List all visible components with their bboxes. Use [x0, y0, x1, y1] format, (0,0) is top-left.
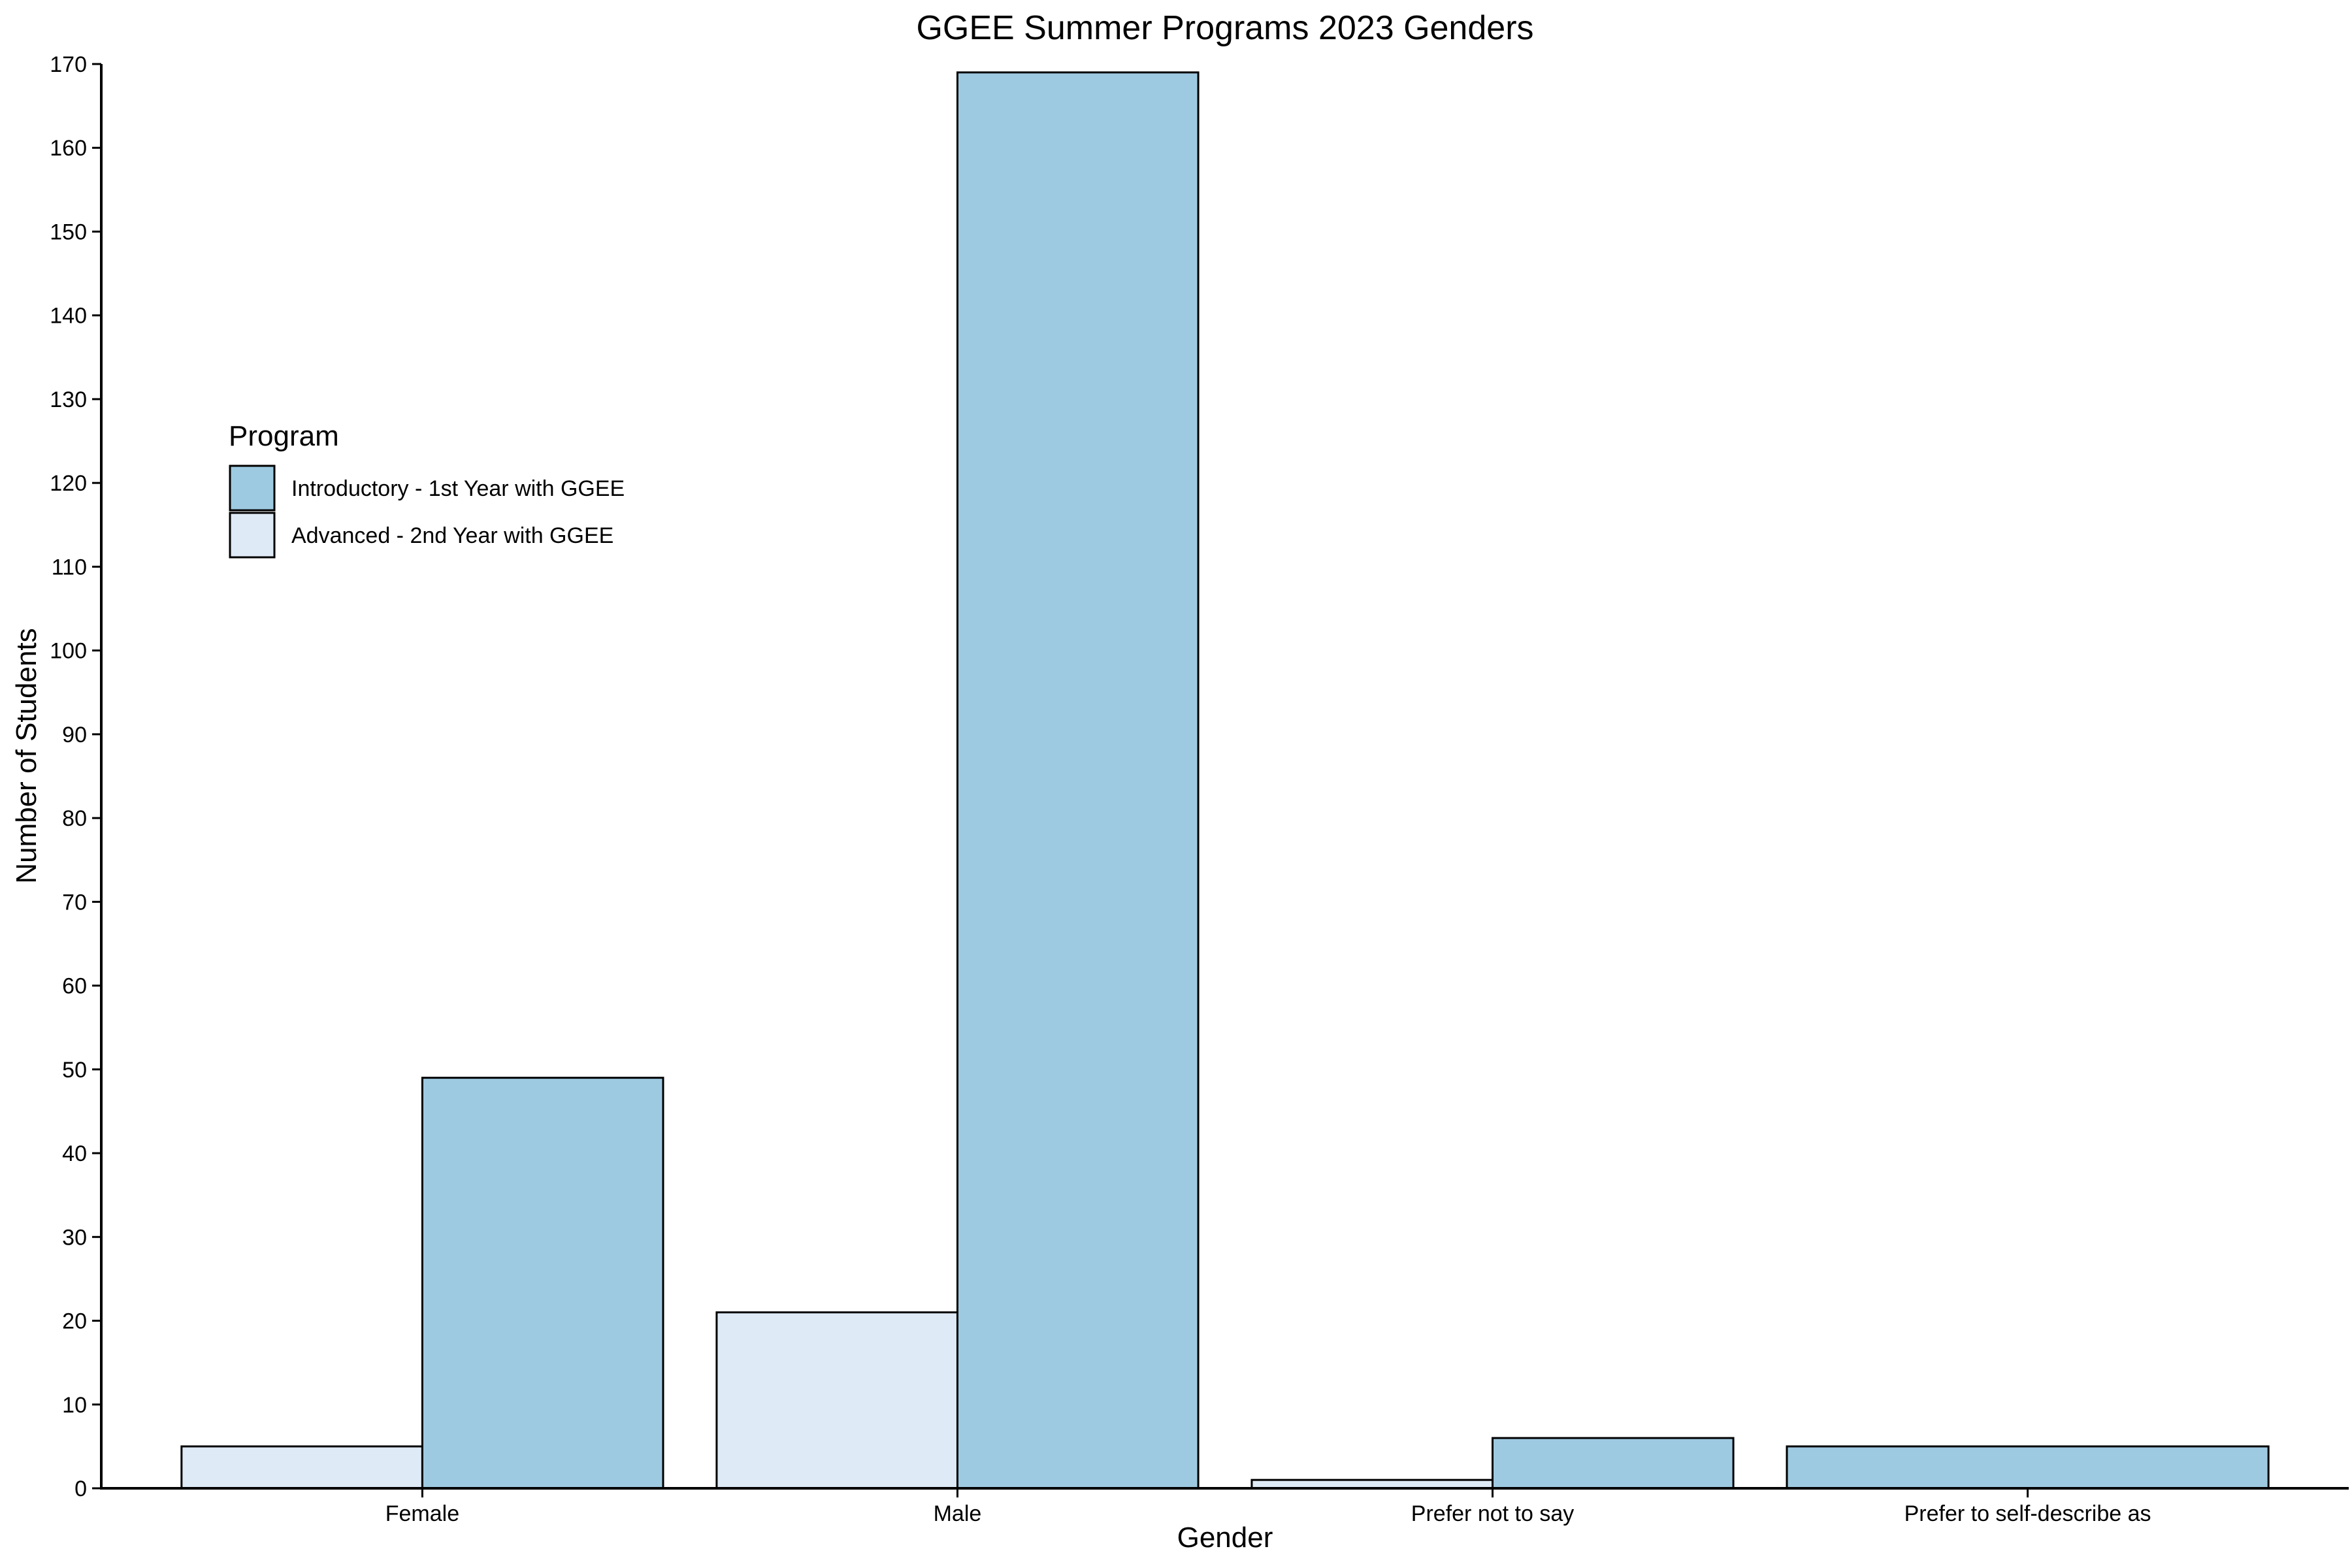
y-tick-label: 80	[62, 806, 87, 831]
legend-title: Program	[229, 420, 339, 452]
legend: Program Introductory - 1st Year with GGE…	[229, 420, 625, 559]
y-tick-label: 140	[50, 304, 87, 329]
y-tick-label: 100	[50, 639, 87, 664]
y-tick-label: 30	[62, 1225, 87, 1250]
legend-swatch	[229, 465, 276, 512]
legend-items: Introductory - 1st Year with GGEE Advance…	[229, 465, 625, 559]
x-tick-label: Prefer not to say	[1411, 1501, 1574, 1526]
y-tick-label: 40	[62, 1141, 87, 1166]
y-tick-label: 10	[62, 1393, 87, 1418]
bars-layer	[180, 71, 2270, 1490]
x-tick-label: Male	[934, 1501, 982, 1526]
legend-swatch	[229, 512, 276, 559]
y-tick-label: 70	[62, 890, 87, 915]
y-tick-label: 20	[62, 1309, 87, 1334]
y-tick-label: 160	[50, 136, 87, 161]
bar-introductory-male	[956, 71, 1200, 1490]
x-axis-title: Gender	[1177, 1522, 1273, 1554]
bar-introductory-female	[421, 1077, 664, 1490]
bar-advanced-male	[715, 1311, 958, 1490]
x-axis: Female Male Prefer not to say Prefer to sel…	[100, 1487, 2349, 1526]
y-tick-label: 130	[50, 387, 87, 412]
legend-label: Introductory - 1st Year with GGEE	[291, 476, 625, 501]
x-tick-label: Female	[385, 1501, 459, 1526]
y-tick-label: 170	[50, 52, 87, 77]
y-tick-label: 90	[62, 723, 87, 747]
bar-advanced-female	[180, 1445, 423, 1490]
y-axis-title: Number of Students	[10, 628, 42, 883]
y-tick-label: 120	[50, 471, 87, 496]
chart-title: GGEE Summer Programs 2023 Genders	[916, 9, 1533, 47]
y-tick-label: 110	[52, 555, 87, 580]
bar-introductory-prefer-to-self-describe-as	[1786, 1445, 2270, 1490]
bar-introductory-prefer-not-to-say	[1492, 1437, 1735, 1490]
y-tick-label: 0	[74, 1477, 87, 1501]
y-tick-label: 50	[62, 1058, 87, 1083]
y-tick-label: 60	[62, 974, 87, 999]
y-tick-label: 150	[50, 220, 87, 244]
legend-label: Advanced - 2nd Year with GGEE	[291, 523, 613, 548]
y-axis: 0 10 20 30 40 50 60 70 80 90 100 110 120 130 140 150 160…	[50, 52, 103, 1501]
x-tick-label: Prefer to self-describe as	[1904, 1501, 2151, 1526]
